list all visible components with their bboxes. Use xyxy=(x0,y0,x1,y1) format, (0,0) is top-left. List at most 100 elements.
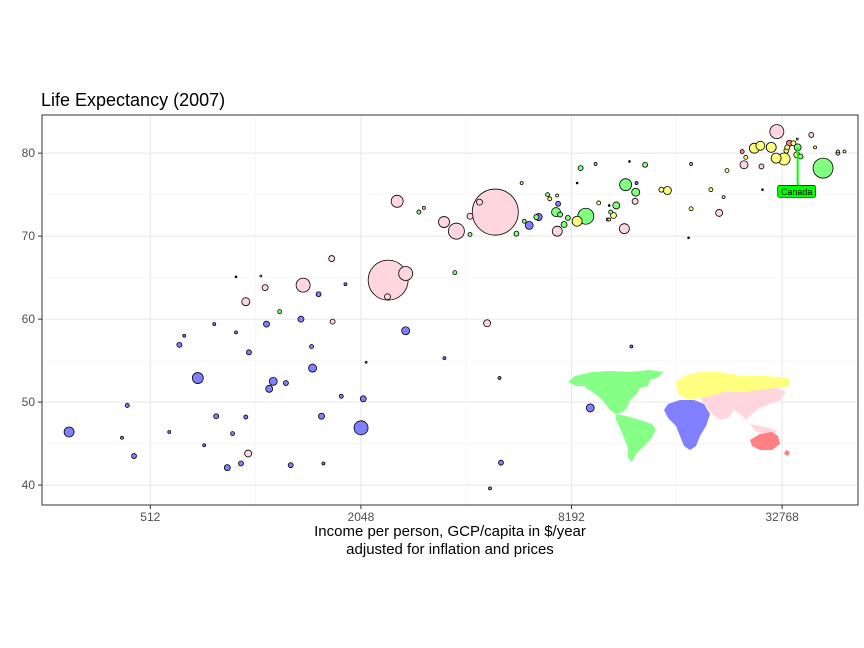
data-point xyxy=(577,165,584,172)
data-point xyxy=(246,349,252,356)
x-tick-label: 32768 xyxy=(765,510,799,524)
data-point xyxy=(721,195,726,200)
data-point xyxy=(658,186,665,193)
data-point xyxy=(769,124,785,139)
data-point xyxy=(688,206,694,212)
data-point xyxy=(202,443,207,448)
data-point xyxy=(618,223,630,235)
data-point xyxy=(812,157,834,179)
data-point xyxy=(607,217,612,222)
data-point xyxy=(438,216,450,228)
x-axis-title: Income per person, GCP/capita in $/year xyxy=(314,523,586,540)
data-point xyxy=(547,196,553,202)
data-point xyxy=(287,462,294,469)
data-point xyxy=(124,403,130,408)
data-point xyxy=(808,132,815,138)
axes: 512 2048 8192 32768 40 50 60 70 80 xyxy=(22,114,859,524)
data-point xyxy=(761,188,764,191)
data-point xyxy=(724,168,730,173)
data-point xyxy=(842,149,847,154)
data-point xyxy=(282,380,289,386)
data-point xyxy=(619,178,633,192)
data-point xyxy=(513,230,520,237)
data-point xyxy=(560,221,568,228)
data-point xyxy=(629,344,634,349)
data-point xyxy=(631,187,641,197)
data-point xyxy=(687,236,690,240)
data-point xyxy=(551,225,563,237)
annotation-label: Canada xyxy=(781,187,813,197)
data-point xyxy=(612,201,621,210)
data-point xyxy=(585,403,595,413)
x-tick-label: 2048 xyxy=(348,510,375,524)
data-point xyxy=(234,330,238,335)
data-point xyxy=(715,209,724,217)
data-point xyxy=(795,137,799,141)
y-tick-label: 60 xyxy=(22,312,36,326)
data-point xyxy=(343,282,348,287)
data-point xyxy=(297,315,305,323)
data-point xyxy=(191,372,204,384)
data-point xyxy=(608,209,614,215)
data-point xyxy=(315,291,322,298)
data-point xyxy=(524,220,534,230)
annotation-label-box xyxy=(777,185,816,198)
data-point xyxy=(497,376,502,380)
data-point xyxy=(321,461,326,466)
data-point xyxy=(234,275,238,279)
y-tick-label: 40 xyxy=(22,478,36,492)
data-point xyxy=(244,449,253,458)
data-point xyxy=(631,197,639,205)
canada-annotation: Canada xyxy=(777,147,816,198)
plot-panel-border xyxy=(41,114,859,506)
legend-oceania-shape xyxy=(750,432,790,456)
data-point xyxy=(241,297,251,307)
data-point xyxy=(642,161,649,168)
data-point xyxy=(398,266,414,281)
data-points xyxy=(63,124,847,491)
data-point xyxy=(758,163,765,170)
y-tick-label: 80 xyxy=(22,146,36,160)
data-point xyxy=(120,435,124,440)
data-point xyxy=(519,181,524,185)
data-point xyxy=(545,192,551,198)
data-point xyxy=(261,284,269,291)
x-axis-title: adjusted for inflation and prices xyxy=(346,541,554,558)
data-point xyxy=(483,319,492,328)
data-point xyxy=(309,344,314,349)
data-point xyxy=(328,255,336,262)
data-point xyxy=(131,453,137,459)
data-point xyxy=(338,393,344,399)
legend-europe-shape xyxy=(676,372,790,400)
data-point xyxy=(575,181,579,185)
data-point xyxy=(790,140,797,147)
data-point xyxy=(663,186,672,195)
data-point xyxy=(555,193,559,198)
data-point xyxy=(557,211,564,218)
data-point xyxy=(364,360,368,364)
data-point xyxy=(739,149,745,154)
data-point xyxy=(63,426,75,438)
data-point xyxy=(308,363,317,373)
data-point xyxy=(488,486,492,491)
data-point xyxy=(265,384,274,393)
legend-americas-shape xyxy=(568,370,664,462)
x-tick-label: 8192 xyxy=(558,510,585,524)
x-tick-label: 512 xyxy=(140,510,160,524)
data-point xyxy=(230,431,235,437)
data-point xyxy=(596,200,602,206)
legend-africa-shape xyxy=(664,400,710,450)
data-point xyxy=(521,218,527,224)
chart-title: Life Expectancy (2007) xyxy=(41,90,225,110)
data-point xyxy=(421,206,426,210)
data-point xyxy=(213,413,220,420)
data-point xyxy=(708,187,714,193)
data-point xyxy=(259,274,263,278)
data-point xyxy=(182,333,187,338)
data-point xyxy=(555,200,561,207)
data-point xyxy=(416,209,422,215)
data-point xyxy=(238,460,244,467)
data-point xyxy=(476,198,483,206)
